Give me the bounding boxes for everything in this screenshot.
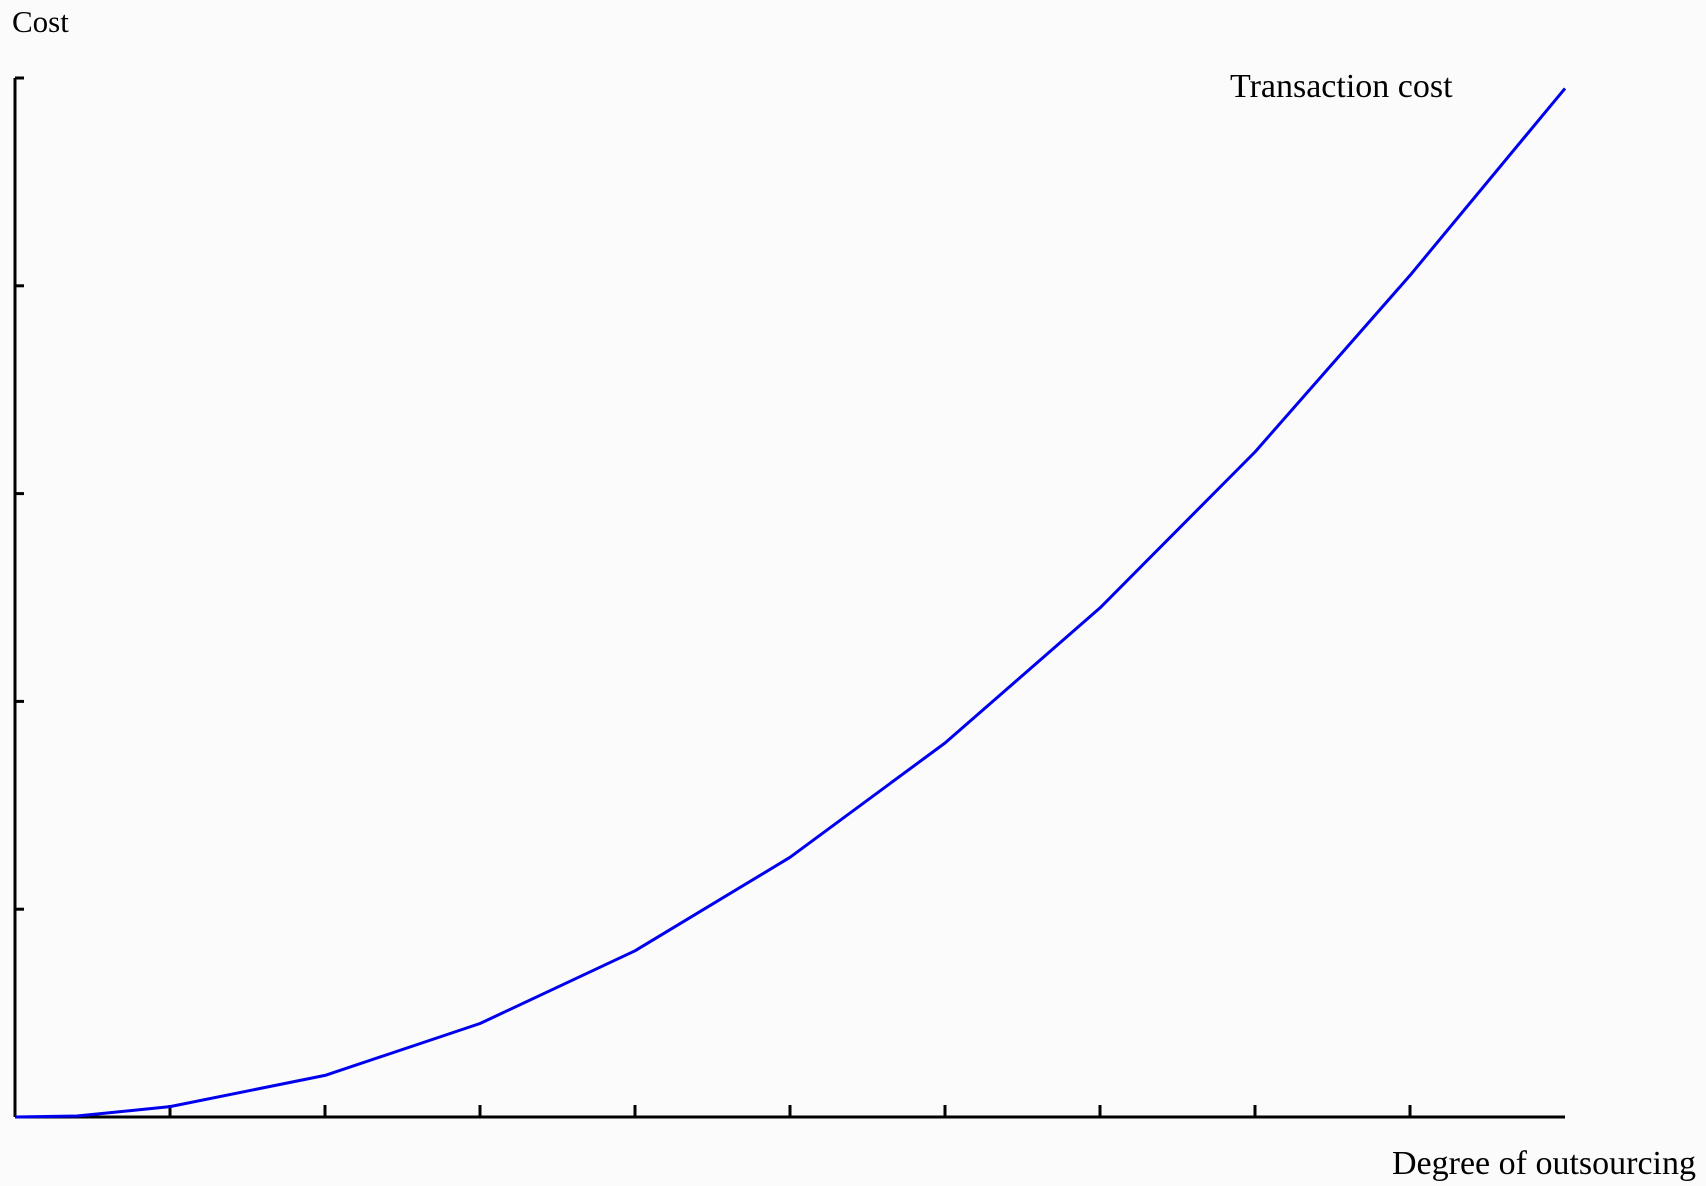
y-axis-label: Cost (12, 4, 69, 39)
x-axis-ticks (168, 1105, 1412, 1117)
series-line-1 (14, 87, 1567, 1119)
series-label-transaction-cost: Transaction cost (1230, 68, 1453, 105)
x-axis-label: Degree of outsourcing (1391, 1145, 1696, 1182)
series-layer (14, 87, 1567, 1119)
